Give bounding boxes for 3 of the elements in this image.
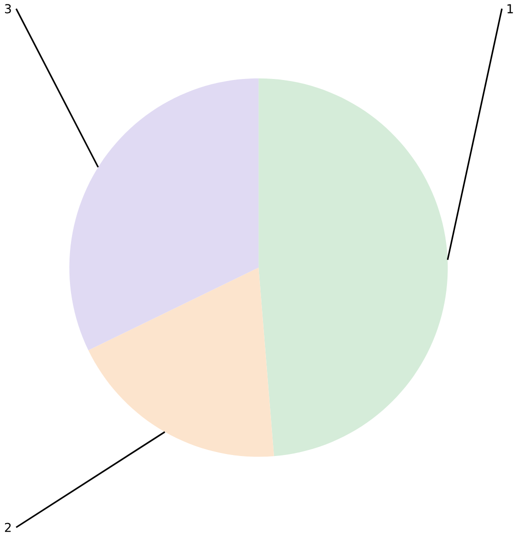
slice-label: 1	[508, 4, 513, 14]
slice-label: 3	[5, 4, 11, 14]
slice-label: 2	[4, 522, 11, 532]
